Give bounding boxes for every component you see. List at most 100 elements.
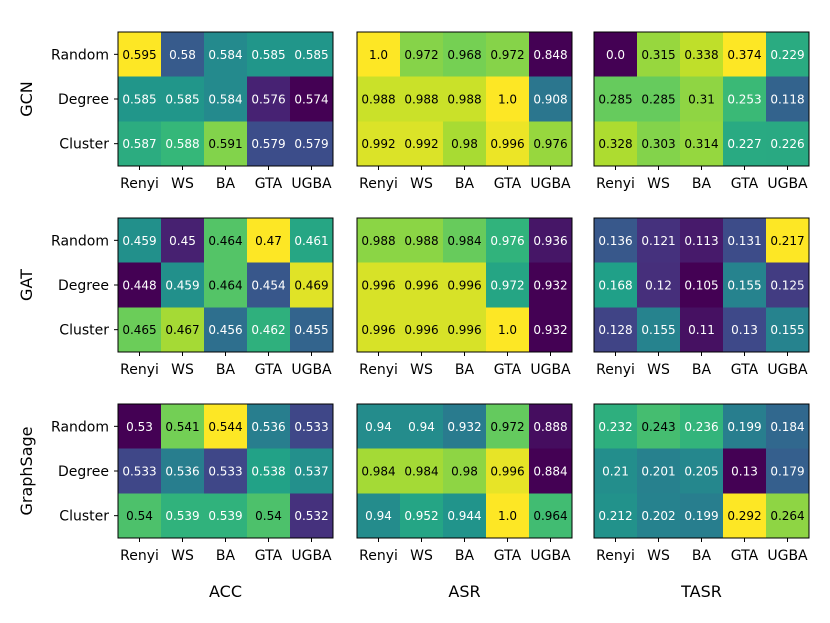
heatmap-cell [594,218,638,264]
heatmap-cell [637,493,681,539]
heatmap-cell [204,448,248,494]
heatmap-cell [486,493,530,539]
cell-value-label: 0.448 [122,279,156,293]
heatmap-cell [529,121,573,167]
heatmap-cell [486,262,530,308]
x-tick-label: BA [216,548,236,564]
heatmap-cell [400,307,444,353]
cell-value-label: 0.996 [361,279,395,293]
heatmap-cell [637,307,681,353]
cell-value-label: 0.464 [208,234,242,248]
heatmap-cell [443,218,487,264]
heatmap-cell [637,404,681,450]
heatmap-cell [723,121,767,167]
cell-value-label: 0.243 [641,420,675,434]
heatmap-cell [766,121,810,167]
x-tick-label: UGBA [291,176,332,192]
x-tick-label: Renyi [596,548,635,564]
cell-value-label: 0.884 [533,465,567,479]
cell-value-label: 0.315 [641,48,675,62]
x-tick-label: WS [171,548,194,564]
heatmap-panel-gcn-acc: 0.595 0.58 0.584 0.585 0.585 0.585 0.585 0.584 0… [51,31,334,192]
cell-value-label: 0.21 [602,465,629,479]
x-tick-label: Renyi [120,176,159,192]
x-tick-label: GTA [494,548,522,564]
cell-value-label: 0.539 [165,509,199,523]
heatmap-cell [204,493,248,539]
x-tick-label: Renyi [596,176,635,192]
cell-value-label: 0.992 [361,137,395,151]
heatmap-cell [637,218,681,264]
cell-value-label: 0.541 [165,420,199,434]
x-tick-label: WS [410,176,433,192]
cell-value-label: 0.574 [294,93,328,107]
heatmap-cell [486,218,530,264]
heatmap-cell [723,76,767,122]
cell-value-label: 0.996 [490,137,524,151]
heatmap-cell [594,448,638,494]
cell-value-label: 0.184 [770,420,804,434]
heatmap-cell [443,76,487,122]
cell-value-label: 0.12 [645,279,672,293]
heatmap-cell [118,493,162,539]
cell-value-label: 0.533 [294,420,328,434]
cell-value-label: 0.984 [447,234,481,248]
heatmap-cell [443,121,487,167]
heatmap-cell [680,307,724,353]
cell-value-label: 0.168 [598,279,632,293]
x-tick-label: Renyi [596,362,635,378]
cell-value-label: 0.303 [641,137,675,151]
heatmap-cell [766,218,810,264]
heatmap-cell [290,404,334,450]
heatmap-cell [486,76,530,122]
heatmap-cell [400,493,444,539]
cell-value-label: 0.328 [598,137,632,151]
cell-value-label: 0.984 [404,465,438,479]
heatmap-cell [443,32,487,78]
heatmap-cell [204,218,248,264]
cell-value-label: 0.988 [404,234,438,248]
heatmap-cell [529,76,573,122]
metric-label: TASR [680,582,722,601]
cell-value-label: 0.11 [688,323,715,337]
cell-value-label: 0.285 [598,93,632,107]
heatmap-panel-graphsage-acc: 0.53 0.541 0.544 0.536 0.533 0.533 0.536 0.533 0… [51,403,334,564]
heatmap-cell [723,493,767,539]
cell-value-label: 0.585 [122,93,156,107]
cell-value-label: 0.45 [169,234,196,248]
heatmap-cell [290,448,334,494]
heatmap-panel-gcn-tasr: 0.0 0.315 0.338 0.374 0.229 0.285 0.285 0.31 0.2… [593,31,810,192]
heatmap-cell [400,218,444,264]
heatmap-cell [529,262,573,308]
heatmap-cell [161,448,205,494]
heatmap-cell [204,307,248,353]
heatmap-cell [723,448,767,494]
heatmap-cell [290,121,334,167]
heatmap-cell [637,121,681,167]
cell-value-label: 0.105 [684,279,718,293]
heatmap-cell [443,448,487,494]
cell-value-label: 0.591 [208,137,242,151]
heatmap-cell [161,262,205,308]
cell-value-label: 0.264 [770,509,804,523]
heatmap-cell [247,32,291,78]
heatmap-cell [680,218,724,264]
cell-value-label: 0.537 [294,465,328,479]
y-tick-label: Random [51,47,109,63]
heatmap-cell [766,307,810,353]
cell-value-label: 1.0 [369,48,388,62]
cell-value-label: 0.952 [404,509,438,523]
heatmap-cell [247,404,291,450]
heatmap-cell [118,218,162,264]
heatmap-cell [443,307,487,353]
y-tick-label: Cluster [59,137,109,153]
cell-value-label: 0.98 [451,137,478,151]
cell-value-label: 0.984 [361,465,395,479]
cell-value-label: 0.455 [294,323,328,337]
cell-value-label: 0.136 [598,234,632,248]
cell-value-label: 0.229 [770,48,804,62]
x-tick-label: BA [692,362,712,378]
cell-value-label: 0.996 [490,465,524,479]
x-tick-label: Renyi [120,548,159,564]
heatmap-cell [637,262,681,308]
